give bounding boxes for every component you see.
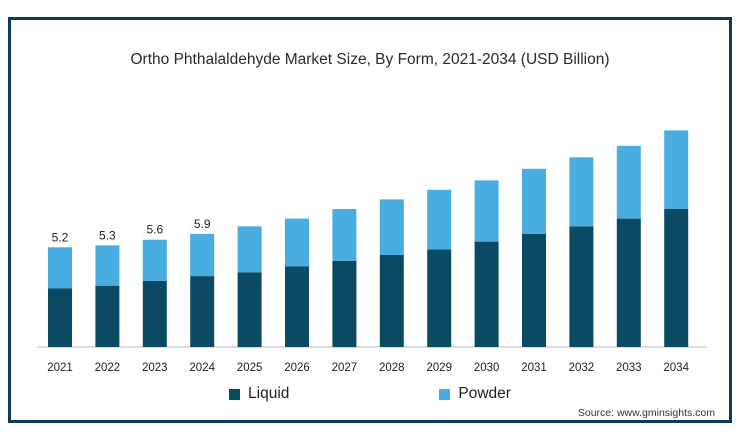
x-tick-label-2021: 2021: [47, 362, 73, 374]
x-tick-label-2024: 2024: [189, 362, 215, 374]
legend-label-powder: Powder: [458, 385, 511, 402]
data-label-2024: 5.9: [194, 217, 211, 231]
x-tick-label-2030: 2030: [474, 362, 500, 374]
bar-liquid-2033: [616, 218, 641, 347]
legend-item-liquid: Liquid: [229, 385, 289, 403]
bar-liquid-2034: [664, 209, 689, 347]
chart-title: Ortho Phthalaldehyde Market Size, By For…: [130, 51, 610, 68]
bar-powder-2034: [664, 130, 689, 209]
bar-liquid-2030: [474, 241, 499, 347]
bar-powder-2022: [95, 245, 120, 286]
x-tick-label-2032: 2032: [569, 362, 595, 374]
legend-item-powder: Powder: [439, 385, 511, 403]
bar-liquid-2024: [190, 276, 215, 347]
x-tick-label-2023: 2023: [142, 362, 168, 374]
bar-powder-2030: [474, 180, 499, 242]
chart-frame: Ortho Phthalaldehyde Market Size, By For…: [8, 17, 732, 423]
data-label-2023: 5.6: [146, 223, 163, 237]
bar-liquid-2022: [95, 285, 120, 347]
bar-powder-2026: [285, 218, 309, 267]
x-tick-label-2029: 2029: [426, 362, 452, 374]
bar-powder-2025: [237, 226, 262, 273]
source-note: Source: www.gminsights.com: [577, 407, 715, 419]
x-tick-label-2026: 2026: [284, 362, 310, 374]
bar-liquid-2025: [237, 272, 262, 348]
x-tick-label-2027: 2027: [332, 362, 358, 374]
bar-powder-2031: [522, 168, 546, 234]
bar-liquid-2026: [285, 266, 309, 347]
bar-liquid-2021: [48, 288, 72, 347]
legend: Liquid Powder: [11, 385, 729, 403]
x-tick-label-2034: 2034: [663, 362, 689, 374]
x-tick-label-2025: 2025: [237, 362, 263, 374]
bar-powder-2027: [332, 209, 357, 261]
bar-powder-2024: [190, 233, 215, 277]
x-tick-label-2022: 2022: [95, 362, 121, 374]
bar-liquid-2023: [142, 280, 167, 347]
bar-liquid-2031: [522, 233, 546, 347]
bar-powder-2029: [427, 189, 452, 250]
x-tick-label-2031: 2031: [521, 362, 547, 374]
bar-chart: 5.2 2021 5.3 2022 5.6 2023 5.9 2024 2025 2026 2027…: [37, 130, 707, 374]
bar-liquid-2032: [569, 226, 594, 348]
legend-swatch-liquid: [229, 388, 241, 400]
data-label-2021: 5.2: [52, 230, 69, 244]
bar-powder-2023: [142, 239, 167, 281]
bar-powder-2021: [48, 247, 72, 289]
bar-powder-2033: [616, 145, 641, 219]
bar-powder-2032: [569, 157, 594, 227]
x-tick-label-2033: 2033: [616, 362, 642, 374]
bar-liquid-2028: [379, 255, 404, 347]
data-label-2022: 5.3: [99, 228, 116, 242]
legend-swatch-powder: [439, 388, 451, 400]
legend-label-liquid: Liquid: [248, 385, 290, 402]
bar-liquid-2027: [332, 260, 357, 348]
x-tick-label-2028: 2028: [379, 362, 405, 374]
bar-liquid-2029: [427, 249, 452, 348]
bar-powder-2028: [379, 199, 404, 255]
